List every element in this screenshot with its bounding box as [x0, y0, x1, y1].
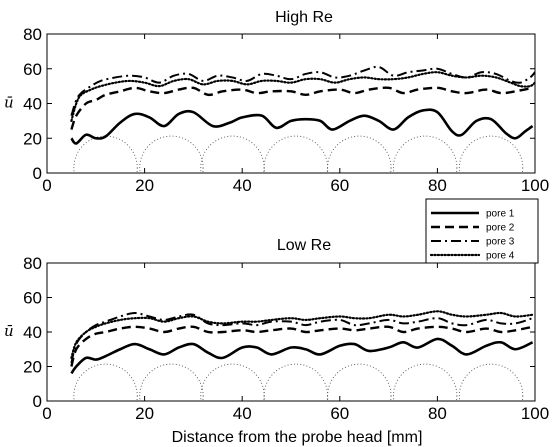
pore-circle [263, 135, 329, 173]
x-tick-label: 80 [428, 404, 447, 423]
pore-circle [327, 363, 392, 401]
y-tick-label: 20 [23, 129, 42, 148]
x-tick-label: 40 [233, 176, 252, 195]
y-tick-label: 80 [23, 254, 42, 273]
series-line-pore-3 [70, 65, 535, 116]
x-tick-label: 20 [135, 404, 154, 423]
y-tick-label: 0 [33, 164, 42, 183]
y-tick-label: 40 [23, 323, 42, 342]
x-tick-label: 40 [233, 404, 252, 423]
series-line-pore-1 [70, 337, 534, 375]
y-tick-label: 20 [23, 358, 42, 377]
x-tick-label: 100 [521, 176, 549, 195]
pore-circle [73, 135, 138, 173]
panel-title: High Re [275, 9, 333, 26]
legend-label: pore 1 [486, 209, 515, 220]
x-tick-label: 20 [135, 176, 154, 195]
legend: pore 1 pore 2 pore 3 pore 4 [425, 198, 539, 264]
y-axis-label: ū [4, 94, 14, 112]
x-tick-label: 0 [42, 176, 51, 195]
x-tick-label: 60 [330, 176, 349, 195]
y-tick-label: 60 [23, 60, 42, 79]
y-tick-label: 80 [23, 25, 42, 44]
pore-circle [458, 135, 524, 173]
pore-circle [73, 363, 138, 401]
series-line-pore-1 [70, 108, 534, 145]
panel-title: Low Re [277, 237, 331, 254]
y-tick-label: 60 [23, 289, 42, 308]
series-line-pore-4 [70, 310, 534, 359]
plot-frame [46, 262, 536, 402]
series-line-pore-2 [70, 86, 533, 130]
legend-label: pore 4 [486, 251, 515, 262]
pore-circle [139, 363, 204, 401]
pore-circle [263, 363, 329, 401]
x-axis-label: Distance from the probe head [mm] [172, 429, 423, 446]
x-tick-label: 100 [521, 404, 549, 423]
y-axis-label: ū [4, 322, 14, 340]
y-tick-label: 40 [23, 95, 42, 114]
series-line-pore-3 [70, 312, 533, 364]
pore-circle [458, 363, 524, 401]
legend-box [425, 198, 539, 264]
legend-label: pore 3 [486, 237, 515, 248]
pore-circle [327, 135, 392, 173]
panel-high-re: High Re 0 20 40 60 80 100 0 20 40 60 80 ū [4, 9, 549, 195]
plot-frame [46, 33, 536, 174]
x-tick-label: 60 [330, 404, 349, 423]
legend-label: pore 2 [486, 223, 515, 234]
pore-circle [393, 363, 458, 401]
series-line-pore-4 [70, 71, 535, 122]
panel-low-re: Low Re 0 20 40 60 80 100 0 20 40 60 80 ū [4, 237, 549, 423]
pore-circle [139, 135, 204, 173]
x-tick-label: 80 [428, 176, 447, 195]
x-tick-label: 0 [42, 404, 51, 423]
pore-circle [393, 135, 458, 173]
series-line-pore-2 [70, 325, 533, 367]
y-tick-label: 0 [33, 392, 42, 411]
